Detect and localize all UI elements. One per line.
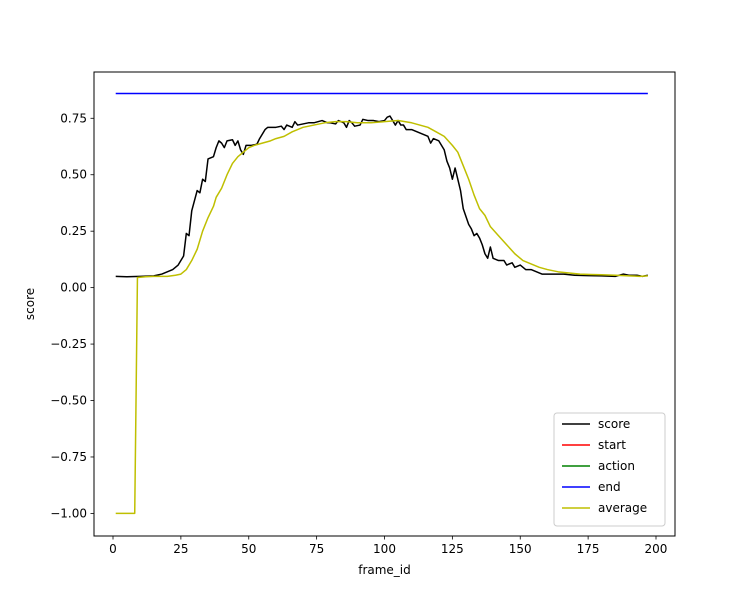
y-axis-ticks: −1.00 −0.75 −0.50 −0.25 0.00 0.25 0.50 0.75 <box>50 111 94 520</box>
x-tick-label: 125 <box>441 542 464 556</box>
x-axis-label: frame_id <box>358 563 411 577</box>
series-line-average <box>115 119 648 515</box>
y-tick-label: −0.75 <box>50 450 87 464</box>
x-tick-label: 200 <box>645 542 668 556</box>
plot-lines <box>115 92 649 515</box>
series-line-score <box>115 115 649 278</box>
x-tick-label: 150 <box>509 542 532 556</box>
legend-label-start: start <box>598 438 626 452</box>
legend-label-action: action <box>598 459 635 473</box>
y-tick-label: 0.25 <box>60 224 87 238</box>
y-axis-label: score <box>23 288 37 320</box>
legend-box <box>553 412 666 527</box>
x-tick-label: 75 <box>309 542 324 556</box>
y-tick-label: −1.00 <box>50 506 87 520</box>
x-tick-label: 25 <box>173 542 188 556</box>
y-tick-label: −0.25 <box>50 337 87 351</box>
legend-label-end: end <box>598 480 621 494</box>
x-tick-label: 0 <box>109 542 117 556</box>
legend: score start action end average <box>553 412 666 527</box>
y-tick-label: −0.50 <box>50 394 87 408</box>
legend-label-score: score <box>598 417 630 431</box>
x-tick-label: 50 <box>241 542 256 556</box>
x-tick-label: 100 <box>373 542 396 556</box>
x-tick-label: 175 <box>577 542 600 556</box>
x-axis-ticks: 0 25 50 75 100 125 150 175 200 <box>109 536 667 556</box>
y-tick-label: 0.50 <box>60 168 87 182</box>
y-tick-label: 0.00 <box>60 281 87 295</box>
legend-label-average: average <box>598 501 647 515</box>
y-tick-label: 0.75 <box>60 111 87 125</box>
